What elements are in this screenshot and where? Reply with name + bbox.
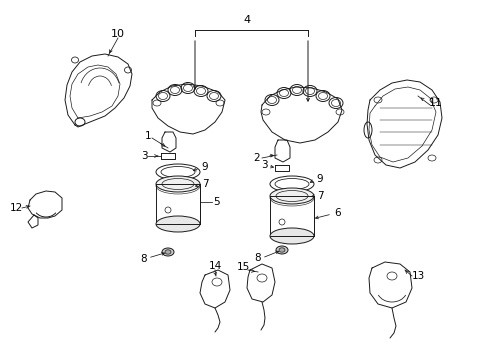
Ellipse shape (162, 248, 174, 256)
Text: 11: 11 (428, 98, 442, 108)
Text: 14: 14 (208, 261, 221, 271)
Text: 1: 1 (144, 131, 151, 141)
Text: 5: 5 (212, 197, 219, 207)
Text: 10: 10 (111, 29, 125, 39)
Ellipse shape (269, 228, 313, 244)
Text: 13: 13 (410, 271, 424, 281)
Ellipse shape (275, 190, 307, 202)
Text: 3: 3 (141, 151, 147, 161)
Text: 8: 8 (254, 253, 261, 263)
Text: 4: 4 (243, 15, 250, 25)
Ellipse shape (156, 176, 200, 192)
Ellipse shape (156, 216, 200, 232)
Text: 3: 3 (260, 160, 267, 170)
Text: 9: 9 (316, 174, 323, 184)
Text: 6: 6 (334, 208, 341, 218)
Ellipse shape (279, 248, 285, 252)
Text: 2: 2 (253, 153, 260, 163)
Ellipse shape (162, 179, 194, 189)
Text: 12: 12 (9, 203, 22, 213)
Ellipse shape (275, 246, 287, 254)
Text: 7: 7 (316, 191, 323, 201)
Text: 9: 9 (201, 162, 208, 172)
Ellipse shape (269, 188, 313, 204)
Text: 8: 8 (141, 254, 147, 264)
Text: 15: 15 (236, 262, 249, 272)
Text: 7: 7 (201, 179, 208, 189)
Ellipse shape (164, 250, 171, 254)
